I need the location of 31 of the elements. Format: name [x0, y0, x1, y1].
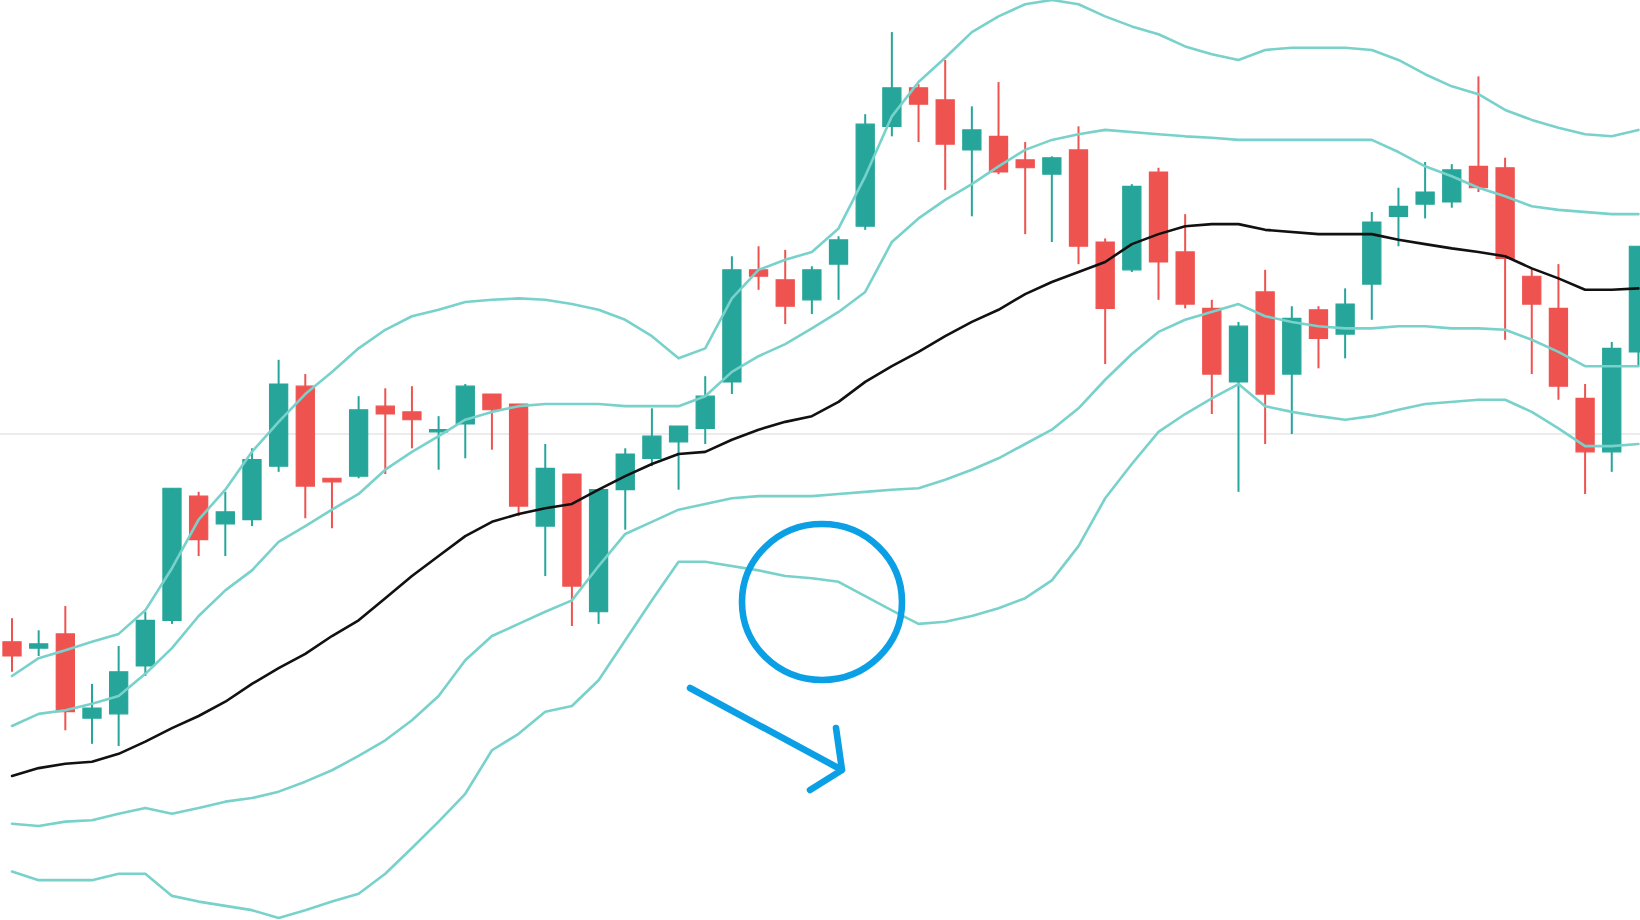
candlestick — [668, 425, 689, 492]
candlestick — [1388, 187, 1409, 248]
candlestick — [1335, 287, 1355, 360]
candlestick — [962, 105, 982, 218]
candlestick — [2, 617, 22, 674]
candlestick — [1522, 267, 1542, 376]
candlestick — [935, 59, 955, 192]
candlestick — [775, 249, 795, 326]
candlestick — [1308, 305, 1329, 370]
candlestick — [1015, 141, 1035, 236]
candlestick — [1042, 155, 1062, 244]
candlestick — [402, 385, 422, 450]
candlestick — [108, 645, 129, 748]
candlestick — [615, 447, 635, 532]
candlestick — [482, 393, 502, 452]
candlestick — [375, 387, 395, 476]
candlestick — [695, 375, 715, 446]
candlestick — [82, 683, 102, 746]
candlestick — [642, 407, 662, 468]
candlestick — [828, 235, 849, 302]
candlestick — [29, 629, 49, 658]
candlestick — [428, 415, 449, 472]
candlestick — [455, 383, 475, 460]
candlestick — [882, 31, 902, 138]
candlestick — [1415, 161, 1435, 220]
candlestick — [215, 491, 235, 558]
candlestick — [988, 81, 1009, 176]
candlestick — [908, 83, 929, 144]
candlestick — [1442, 163, 1462, 210]
candlestick — [135, 611, 155, 678]
candlestick — [802, 265, 822, 316]
